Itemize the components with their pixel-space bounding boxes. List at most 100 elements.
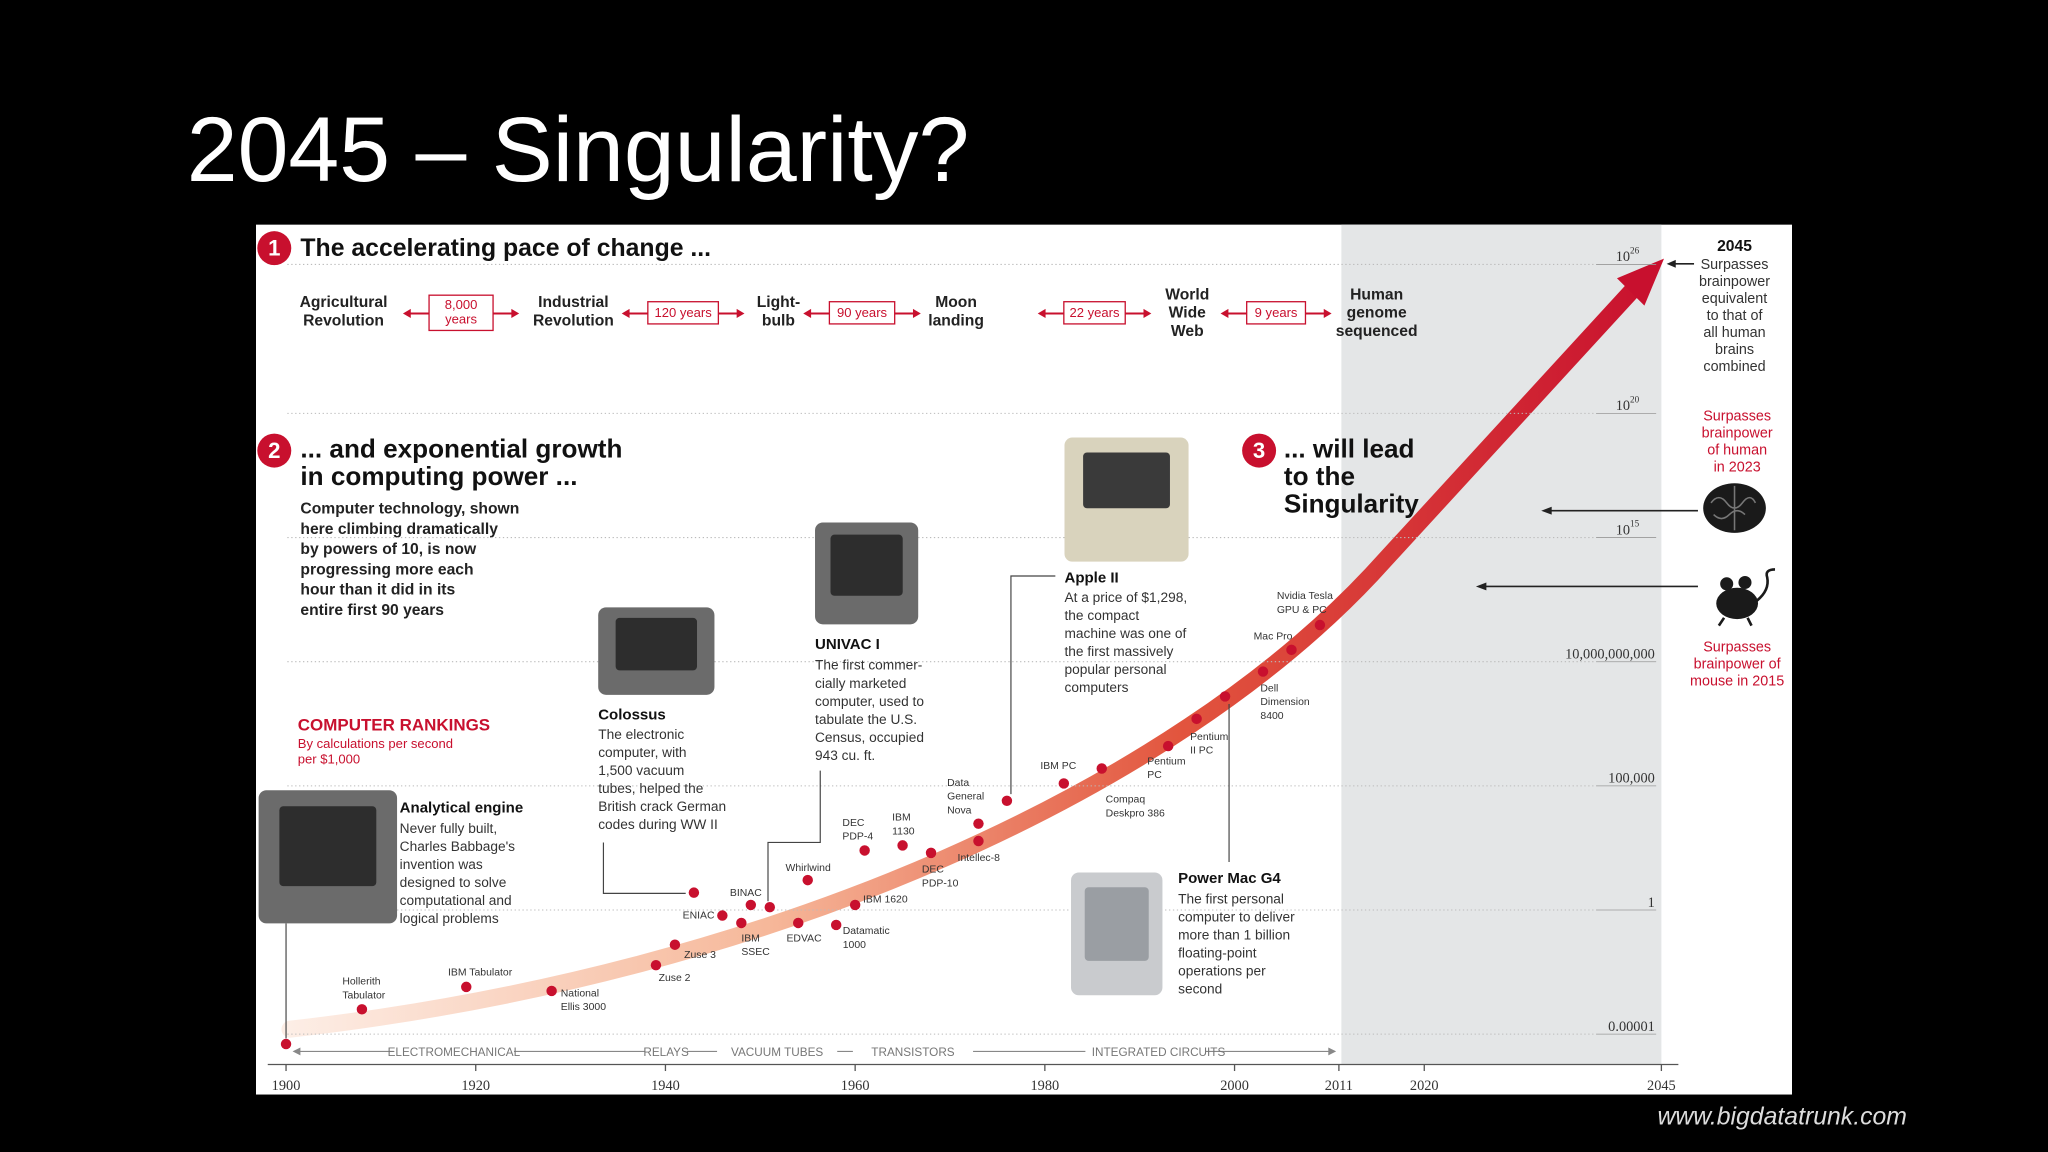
- point-label: Dell: [1260, 683, 1278, 694]
- section-heading: ... and exponential growth: [300, 434, 622, 464]
- y-tick-exponent: 15: [1630, 519, 1640, 529]
- data-point: [1058, 778, 1070, 789]
- milestone-label: landing: [928, 312, 984, 329]
- interval-label: 8,000: [445, 297, 478, 312]
- era-arrowhead: [292, 1047, 301, 1056]
- data-point: [1162, 740, 1174, 752]
- milestone-label: Revolution: [303, 312, 384, 329]
- data-point: [925, 847, 937, 859]
- arrowhead: [803, 308, 812, 319]
- arrowhead: [1037, 308, 1046, 319]
- era-label-bg: [1085, 1044, 1206, 1058]
- slide-title: 2045 – Singularity?: [187, 99, 970, 201]
- milestone-label: Web: [1171, 323, 1204, 340]
- point-label: Nova: [947, 805, 972, 816]
- arrowhead: [402, 308, 411, 319]
- milestone-label: Revolution: [533, 312, 614, 329]
- point-label: DEC: [842, 818, 864, 829]
- footer: www.bigdatatrunk.com: [1657, 1104, 1906, 1131]
- data-point: [717, 910, 728, 921]
- milestone-label: World: [1165, 286, 1209, 303]
- era-label: ELECTROMECHANICAL: [388, 1046, 521, 1059]
- data-point: [546, 985, 557, 997]
- milestone-text: to that of: [1707, 308, 1764, 324]
- mouse-text: mouse in 2015: [1690, 674, 1784, 690]
- callout-text: tubes, helped the: [598, 781, 704, 796]
- x-tick-label: 1940: [651, 1078, 680, 1094]
- point-label: Dimension: [1260, 697, 1310, 708]
- arrowhead: [1143, 308, 1152, 319]
- data-point: [688, 887, 700, 898]
- point-label: Tabulator: [342, 990, 385, 1001]
- y-tick-label: 10,000,000,000: [1565, 646, 1655, 662]
- callout-text: invention was: [400, 857, 483, 872]
- mouse-tail: [1755, 568, 1776, 602]
- data-point: [1191, 713, 1202, 725]
- x-tick-label: 1980: [1030, 1078, 1059, 1094]
- point-label: Compaq: [1106, 795, 1146, 806]
- callout-text: At a price of $1,298,: [1064, 590, 1187, 605]
- era-arrowhead: [1328, 1047, 1337, 1056]
- era-label: VACUUM TUBES: [731, 1046, 823, 1059]
- milestone-label: Wide: [1169, 305, 1207, 322]
- callout-text: tabulate the U.S.: [815, 712, 917, 727]
- callout-photo-detail: [1083, 452, 1170, 509]
- y-tick-label: 0.00001: [1608, 1019, 1655, 1035]
- mouse-feet: [1717, 617, 1753, 627]
- point-label: IBM: [741, 933, 760, 944]
- interval-label: 22 years: [1070, 305, 1121, 320]
- point-label: Deskpro 386: [1106, 808, 1165, 819]
- point-label: II PC: [1190, 746, 1214, 757]
- era-label: INTEGRATED CIRCUITS: [1092, 1046, 1226, 1059]
- milestone-label: Light-: [757, 294, 800, 311]
- callout-text: Charles Babbage's: [400, 839, 516, 854]
- section-number: 2: [268, 438, 280, 463]
- point-label: Zuse 3: [684, 950, 716, 961]
- section-text: here climbing dramatically: [300, 521, 498, 538]
- callout-text: Never fully built,: [400, 821, 497, 836]
- point-label: Hollerith: [342, 977, 380, 988]
- milestone-label: Industrial: [538, 294, 608, 311]
- point-label: SSEC: [741, 947, 770, 958]
- y-tick-exponent: 26: [1630, 245, 1640, 255]
- arrowhead: [912, 308, 921, 319]
- data-point: [802, 874, 813, 886]
- callout-connector: [1010, 575, 1056, 795]
- point-label: Intellec-8: [958, 853, 1001, 864]
- data-point: [650, 959, 662, 971]
- milestone-text: equivalent: [1702, 291, 1767, 307]
- data-point: [859, 845, 870, 856]
- future-shade: [1341, 224, 1662, 1065]
- callout-text: 943 cu. ft.: [815, 748, 875, 763]
- callout-photo-detail: [830, 534, 903, 596]
- section-number: 1: [268, 235, 280, 260]
- data-point: [736, 917, 747, 929]
- callout-photo-detail: [279, 806, 377, 887]
- rankings-subtitle: By calculations per second: [298, 736, 453, 751]
- era-label-bg: [393, 1044, 514, 1058]
- point-label: Data: [947, 778, 969, 789]
- pointer-arrowhead: [1666, 259, 1676, 268]
- interval-label: 120 years: [654, 305, 712, 320]
- point-label: GPU & PC: [1277, 605, 1327, 616]
- point-label: Zuse 2: [659, 973, 691, 984]
- era-label-bg: [852, 1044, 974, 1058]
- point-label: PC: [1147, 770, 1162, 781]
- y-tick-label: 100,000: [1608, 771, 1655, 787]
- x-tick-label: 2011: [1325, 1078, 1353, 1094]
- data-point: [897, 840, 908, 851]
- milestone-label: bulb: [762, 312, 795, 329]
- data-point: [1001, 795, 1013, 807]
- callout-text: the first massively: [1064, 644, 1173, 659]
- point-label: Pentium: [1147, 757, 1185, 768]
- section-number: 3: [1253, 438, 1265, 463]
- era-label-bg: [717, 1044, 838, 1058]
- point-label: IBM PC: [1040, 761, 1076, 772]
- arrowhead: [511, 308, 520, 319]
- callout-text: second: [1178, 982, 1222, 997]
- callout-title: Colossus: [598, 707, 666, 724]
- curve-arrowhead: [1616, 258, 1664, 306]
- data-point: [973, 818, 984, 829]
- section-heading: The accelerating pace of change ...: [300, 235, 711, 262]
